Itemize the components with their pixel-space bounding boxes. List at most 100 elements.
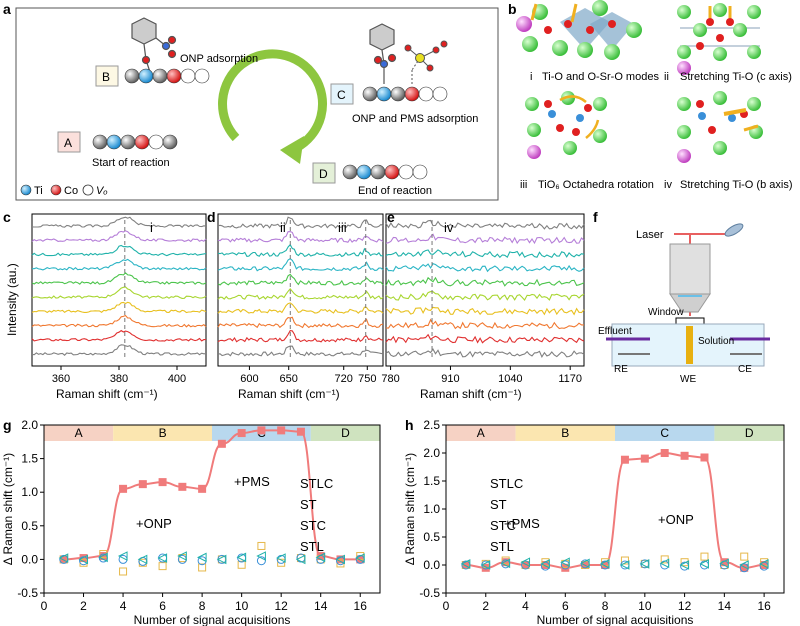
stlc-point (620, 455, 629, 464)
caption-i-num: i (530, 71, 532, 83)
onp-molecule-b (131, 17, 177, 73)
panel-letter-e: e (387, 209, 395, 225)
raman-trace (217, 287, 384, 300)
raman-trace (31, 244, 207, 257)
caption-iv-text: Stretching Ti-O (b axis) (680, 179, 792, 191)
x-tick-label: 16 (354, 599, 368, 613)
raman-trace (217, 258, 384, 272)
stl-point (619, 560, 630, 570)
stlc-point (660, 449, 669, 457)
state-b-label: ONP adsorption (180, 53, 258, 65)
raman-trace (31, 272, 207, 285)
x-tick-label: 6 (159, 599, 166, 613)
state-a-letter: A (64, 136, 72, 150)
stl-point (58, 553, 69, 563)
stlc-point (541, 561, 550, 569)
stl-point (117, 551, 128, 561)
caption-ii-num: ii (664, 71, 669, 83)
structure-ii (677, 3, 761, 75)
y-tick-label: 1.0 (21, 485, 38, 499)
legend-vo-swatch (82, 184, 94, 196)
f-solution-label: Solution (698, 336, 734, 347)
x-axis-label: Number of signal acquisitions (537, 613, 694, 626)
caption-ii-text: Stretching Ti-O (c axis) (680, 71, 792, 83)
panel-letter-a: a (3, 1, 11, 17)
stlc-point (336, 555, 345, 564)
raman-e-traces (385, 219, 585, 360)
panel-letters: a b c d e f g h (3, 1, 598, 433)
y-axis-label: Δ Raman shift (cm⁻¹) (1, 453, 15, 565)
stlc-point (158, 478, 167, 487)
stc-point (256, 556, 266, 566)
structure-iv (677, 91, 763, 163)
legend-co-swatch (50, 184, 62, 196)
state-c-label: ONP and PMS adsorption (352, 113, 478, 125)
raman-tick-label: 380 (110, 373, 128, 385)
stl-point (540, 559, 550, 569)
stl-point (460, 559, 471, 569)
st-point (740, 552, 749, 561)
y-tick-label: 2.5 (423, 418, 440, 432)
pms-molecule (404, 40, 448, 84)
x-axis-label: Number of signal acquisitions (134, 613, 291, 626)
raman-c-traces (31, 216, 207, 360)
stl-point (719, 558, 729, 569)
stlc-point (461, 561, 470, 569)
stage-band (113, 425, 212, 441)
st-point (158, 562, 167, 571)
raman-trace (31, 344, 207, 356)
stlc-point (99, 552, 108, 561)
stage-label: B (159, 426, 167, 440)
state-d-letter: D (319, 167, 328, 181)
raman-tick-label: 1170 (558, 373, 582, 385)
onp-molecule-c (369, 23, 397, 84)
stl-point (580, 558, 590, 569)
objective-body (669, 243, 711, 295)
stlc-point (740, 563, 749, 572)
raman-trace (32, 258, 207, 271)
stlc-point (277, 426, 286, 435)
raman-trace (385, 333, 585, 344)
x-tick-label: 10 (638, 599, 652, 613)
stage-label: C (660, 426, 669, 440)
st-point (277, 558, 286, 567)
raman-e-xlabel: Raman shift (cm⁻¹) (420, 387, 522, 401)
objective-tip (669, 293, 711, 313)
raman-trace (31, 314, 207, 328)
legend-co-label: Co (64, 185, 78, 197)
stlc-fit-curve (63, 429, 361, 561)
raman-trace (31, 301, 207, 314)
raman-trace (385, 249, 585, 259)
state-d-label: End of reaction (358, 185, 432, 197)
x-tick-label: 16 (757, 599, 771, 613)
raman-tick-label: 910 (441, 373, 459, 385)
stage-band (446, 425, 516, 441)
raman-trace (217, 302, 384, 314)
st-point (700, 552, 709, 561)
stage-band (44, 425, 114, 441)
x-tick-label: 8 (199, 599, 206, 613)
state-d-chain (342, 164, 428, 180)
structure-i (516, 0, 642, 60)
stl-point (758, 559, 769, 569)
y-tick-label: 2.0 (21, 418, 38, 432)
st-point (119, 567, 128, 576)
f-we-label: WE (680, 374, 696, 385)
panel-letter-c: c (3, 209, 11, 225)
stage-band (615, 425, 715, 441)
stlc-point (138, 480, 147, 489)
raman-e-roman: iv (444, 220, 454, 235)
x-tick-label: 0 (443, 599, 450, 613)
stl-point (500, 558, 511, 569)
f-window-label: Window (648, 307, 684, 318)
panel-a-scheme: ONP adsorption B (15, 7, 499, 201)
stl-point (295, 554, 306, 565)
raman-trace (217, 316, 384, 329)
stlc-point (760, 561, 769, 569)
y-tick-label: 1.5 (423, 474, 440, 488)
stlc-point (79, 554, 88, 563)
raman-trace (385, 348, 585, 358)
y-tick-label: 0.5 (423, 530, 440, 544)
raman-trace (385, 219, 585, 230)
stage-label: A (477, 426, 485, 440)
